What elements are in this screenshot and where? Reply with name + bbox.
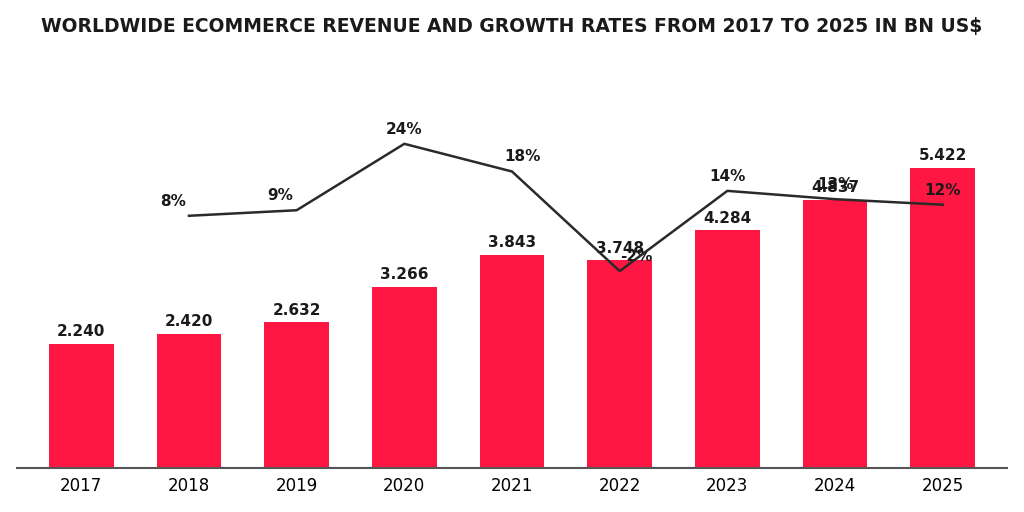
Bar xyxy=(695,230,760,467)
Text: 18%: 18% xyxy=(505,150,541,164)
Bar xyxy=(803,200,867,467)
Title: WORLDWIDE ECOMMERCE REVENUE AND GROWTH RATES FROM 2017 TO 2025 IN BN US$: WORLDWIDE ECOMMERCE REVENUE AND GROWTH R… xyxy=(41,17,983,36)
Bar xyxy=(372,287,436,467)
Text: -2%: -2% xyxy=(620,249,652,264)
Bar xyxy=(479,255,545,467)
Bar xyxy=(588,260,652,467)
Text: 5.422: 5.422 xyxy=(919,148,967,163)
Text: 13%: 13% xyxy=(817,177,853,192)
Text: 4.837: 4.837 xyxy=(811,180,859,196)
Text: 9%: 9% xyxy=(267,188,294,203)
Text: 12%: 12% xyxy=(925,182,961,198)
Bar xyxy=(49,344,114,467)
Text: 14%: 14% xyxy=(710,168,745,184)
Text: 24%: 24% xyxy=(386,122,423,137)
Text: 8%: 8% xyxy=(160,194,185,208)
Text: 2.420: 2.420 xyxy=(165,314,213,329)
Text: 2.240: 2.240 xyxy=(57,324,105,339)
Bar xyxy=(157,334,221,467)
Text: 3.748: 3.748 xyxy=(596,241,644,255)
Bar xyxy=(910,167,975,467)
Text: 3.843: 3.843 xyxy=(488,236,536,250)
Text: 2.632: 2.632 xyxy=(272,303,321,317)
Bar xyxy=(264,322,329,467)
Text: 4.284: 4.284 xyxy=(703,211,752,226)
Text: 3.266: 3.266 xyxy=(380,267,429,283)
